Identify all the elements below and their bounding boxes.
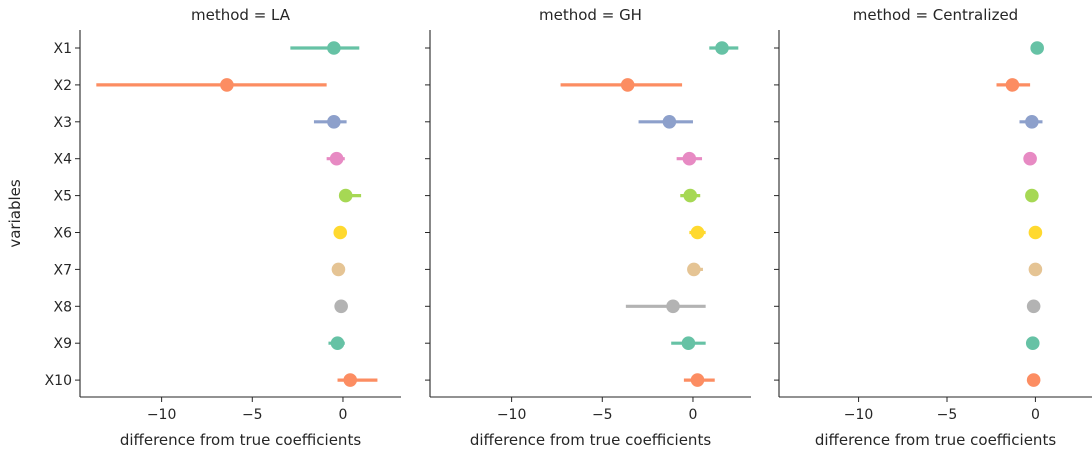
y-tick-label: X8 (54, 299, 73, 315)
y-tick-label: X6 (54, 226, 73, 242)
x-tick-label: −10 (844, 407, 874, 423)
point-x6 (1028, 225, 1043, 240)
point-x1 (715, 41, 729, 55)
panel-title: method = LA (191, 6, 291, 24)
point-x3 (327, 115, 341, 129)
point-x5 (1025, 188, 1039, 203)
x-tick-label: −5 (592, 407, 613, 423)
x-axis-label: difference from true coefficients (470, 431, 711, 449)
x-tick-label: 0 (339, 407, 348, 423)
panel-title: method = GH (539, 6, 642, 24)
y-tick-label: X4 (54, 152, 73, 168)
x-tick-label: −10 (497, 407, 527, 423)
y-tick-label: X9 (54, 336, 73, 352)
point-x7 (687, 262, 701, 277)
panel-1: method = LA X1 X2 X3 X4 X5 X6 X7 X8 X9 X10 −10 −5 0 di… (45, 6, 401, 449)
point-x5 (338, 188, 353, 203)
panel-2: method = GH −10 −5 0 difference from true co… (425, 6, 751, 449)
point-x7 (331, 262, 346, 277)
point-x8 (334, 299, 348, 314)
y-tick-label: X7 (54, 262, 73, 278)
point-x10 (343, 373, 358, 387)
x-axis-label: difference from true coefficients (815, 431, 1056, 449)
y-axis-label: variables (6, 179, 24, 248)
point-x7 (1028, 262, 1043, 277)
point-x3 (662, 115, 677, 129)
x-tick-label: −5 (937, 407, 958, 423)
panel-title: method = Centralized (853, 6, 1018, 24)
y-tick-label: X2 (54, 78, 73, 94)
point-x1 (1030, 41, 1044, 55)
point-x4 (329, 151, 344, 166)
point-x9 (330, 336, 345, 351)
panel-3: method = Centralized −10 −5 0 difference fro… (774, 6, 1092, 449)
y-tick-label: X3 (54, 115, 73, 131)
point-x6 (690, 225, 705, 240)
point-x1 (327, 41, 341, 55)
point-x4 (1023, 151, 1037, 166)
x-tick-label: 0 (1031, 407, 1040, 423)
point-x10 (690, 373, 705, 387)
point-x8 (666, 299, 680, 314)
y-tick-label: X5 (54, 189, 73, 205)
point-x5 (683, 188, 698, 203)
point-x2 (220, 78, 234, 92)
point-x3 (1025, 115, 1039, 129)
x-axis-label: difference from true coefficients (120, 431, 361, 449)
point-x9 (681, 336, 696, 351)
y-tick-label: X1 (54, 41, 73, 57)
point-x2 (1005, 78, 1020, 92)
y-tick-label: X10 (45, 373, 72, 389)
x-tick-label: −10 (147, 407, 177, 423)
point-x9 (1025, 336, 1040, 351)
point-x6 (333, 225, 348, 240)
point-x10 (1026, 373, 1041, 387)
point-x8 (1026, 299, 1041, 314)
x-tick-label: 0 (689, 407, 698, 423)
point-x4 (682, 151, 697, 166)
x-tick-label: −5 (242, 407, 263, 423)
point-x2 (620, 78, 635, 92)
